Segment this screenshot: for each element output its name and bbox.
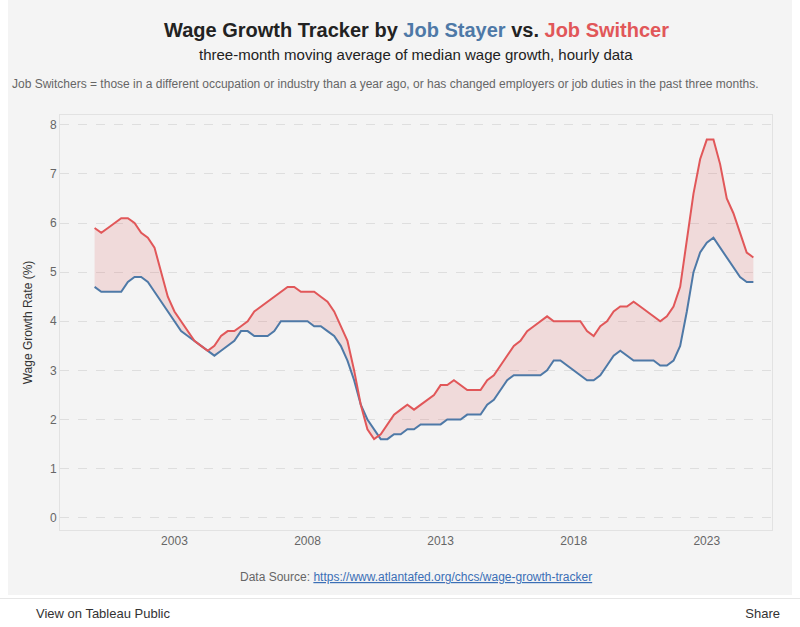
html-text:Share: Share — [745, 606, 780, 621]
svg-text:2: 2 — [50, 413, 57, 427]
svg-text:1: 1 — [50, 462, 57, 476]
svg-text:2003: 2003 — [161, 534, 188, 548]
svg-text:2023: 2023 — [693, 534, 720, 548]
svg-text:Wage Growth Tracker by Job Sta: Wage Growth Tracker by Job Stayer vs. Jo… — [164, 19, 669, 41]
svg-text:3: 3 — [50, 364, 57, 378]
svg-text:2013: 2013 — [427, 534, 454, 548]
svg-text:three-month moving average of: three-month moving average of median wag… — [199, 46, 633, 63]
svg-text:Data Source: https://www.atlan: Data Source: https://www.atlantafed.org/… — [240, 570, 592, 584]
html-text:View on Tableau Public: View on Tableau Public — [36, 606, 170, 621]
svg-text:7: 7 — [50, 167, 57, 181]
svg-text:6: 6 — [50, 216, 57, 230]
svg-text:Wage Growth Rate (%): Wage Growth Rate (%) — [21, 261, 35, 385]
svg-text:0: 0 — [50, 511, 57, 525]
html-text:Job Switchers = those in a dif: Job Switchers = those in a different occ… — [12, 77, 759, 91]
svg-text:4: 4 — [50, 314, 57, 328]
svg-text:2008: 2008 — [294, 534, 321, 548]
svg-text:2018: 2018 — [560, 534, 587, 548]
svg-text:5: 5 — [50, 265, 57, 279]
svg-text:8: 8 — [50, 118, 57, 132]
